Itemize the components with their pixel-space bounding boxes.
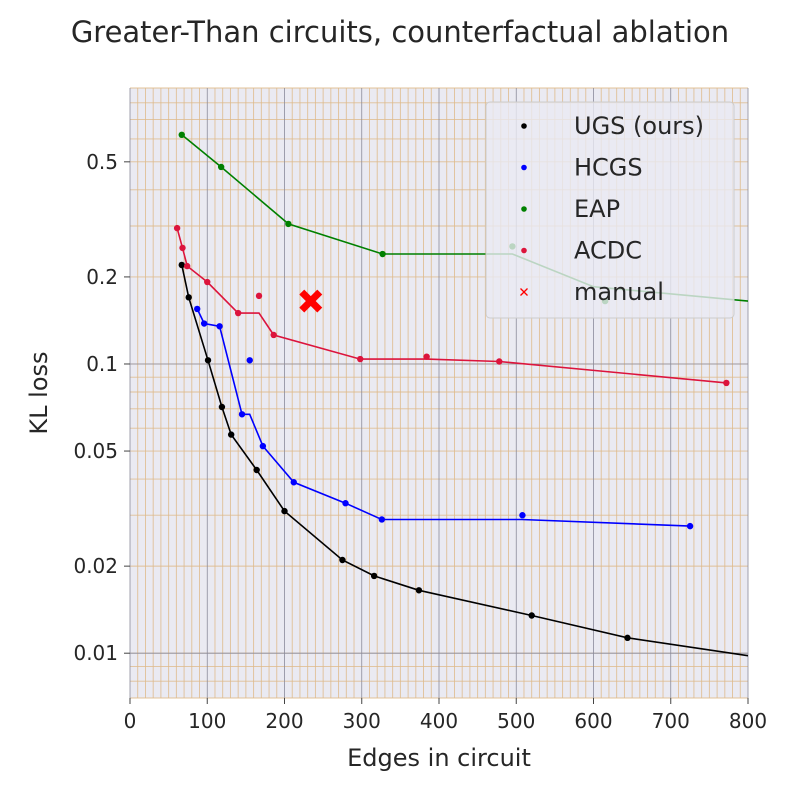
legend-marker-manual	[520, 288, 528, 296]
ugs-ours-point	[227, 431, 235, 438]
legend-label-eap: EAP	[574, 195, 620, 223]
acdc-point	[179, 244, 186, 252]
acdc-line	[176, 227, 727, 384]
x-tick-label: 400	[420, 709, 458, 733]
marker-layer	[173, 131, 730, 642]
acdc-point	[234, 309, 242, 317]
acdc-point	[204, 278, 211, 286]
hcgs-point	[290, 479, 297, 486]
eap-point	[178, 131, 185, 139]
hcgs-point	[259, 442, 267, 450]
legend: UGS (ours) HCGS EAP ACDC manual	[485, 101, 735, 319]
manual-point	[299, 289, 323, 313]
x-tick-label: 100	[188, 709, 226, 733]
y-tick-label: 0.1	[86, 352, 118, 376]
ugs-ours-point	[204, 357, 212, 364]
hcgs-point	[342, 500, 349, 507]
acdc-point	[270, 331, 277, 339]
ugs-ours-point	[370, 572, 378, 580]
x-tick-label: 800	[729, 709, 767, 733]
legend-marker-ugs-ours	[521, 123, 527, 129]
legend-marker-acdc	[521, 247, 527, 254]
y-tick-label: 0.05	[73, 439, 118, 463]
x-axis-ticks: 0 100 200 300 400 500 600 700 800	[124, 698, 767, 733]
legend-marker-eap	[521, 206, 527, 212]
acdc-point	[357, 355, 364, 363]
hcgs-point	[378, 516, 386, 523]
hcgs-point	[246, 357, 253, 364]
ugs-ours-point	[528, 612, 535, 619]
y-axis-ticks: 0.5 0.2 0.1 0.05 0.02 0.01	[73, 150, 130, 665]
ugs-ours-point	[415, 587, 423, 594]
ugs-ours-point	[178, 261, 185, 269]
acdc-point	[173, 224, 181, 232]
legend-label-acdc: ACDC	[574, 237, 642, 265]
x-tick-label: 300	[343, 709, 381, 733]
y-tick-label: 0.02	[73, 554, 118, 578]
eap-point	[217, 163, 225, 171]
manual-point-stroke	[299, 289, 323, 313]
hcgs-point	[200, 320, 208, 327]
acdc-point	[723, 379, 730, 387]
acdc-point	[255, 292, 263, 300]
hcgs-point	[194, 305, 201, 313]
hcgs-point	[686, 522, 694, 530]
hcgs-point	[519, 512, 526, 519]
legend-marker-stroke	[520, 288, 528, 296]
hcgs-point	[216, 323, 223, 330]
ugs-ours-point	[624, 634, 631, 642]
legend-label-hcgs: HCGS	[574, 154, 643, 182]
x-tick-label: 700	[652, 709, 690, 733]
x-axis-label: Edges in circuit	[347, 744, 531, 772]
chart-title: Greater-Than circuits, counterfactual ab…	[71, 15, 729, 49]
y-tick-label: 0.01	[73, 641, 118, 665]
x-tick-label: 200	[265, 709, 303, 733]
legend-label-manual: manual	[574, 278, 664, 306]
ugs-ours-point	[339, 556, 346, 564]
ugs-ours-point	[253, 466, 260, 474]
y-axis-label: KL loss	[25, 351, 53, 434]
y-tick-label: 0.5	[86, 150, 118, 174]
x-tick-label: 0	[124, 709, 137, 733]
acdc-point	[183, 262, 191, 270]
ugs-ours-point	[185, 294, 192, 301]
legend-marker-hcgs	[521, 164, 527, 171]
legend-entries: UGS (ours) HCGS EAP ACDC manual	[520, 112, 704, 306]
hcgs-point	[238, 411, 246, 418]
ugs-ours-point	[218, 403, 226, 411]
acdc-point	[496, 358, 503, 365]
x-tick-label: 500	[497, 709, 535, 733]
y-tick-label: 0.2	[86, 265, 118, 289]
legend-label-ugs-ours: UGS (ours)	[574, 112, 704, 140]
ugs-ours-point	[281, 507, 288, 515]
x-tick-label: 600	[574, 709, 612, 733]
eap-point	[285, 220, 292, 228]
eap-point	[379, 250, 386, 258]
acdc-point	[423, 353, 430, 360]
legend-box	[485, 101, 735, 319]
